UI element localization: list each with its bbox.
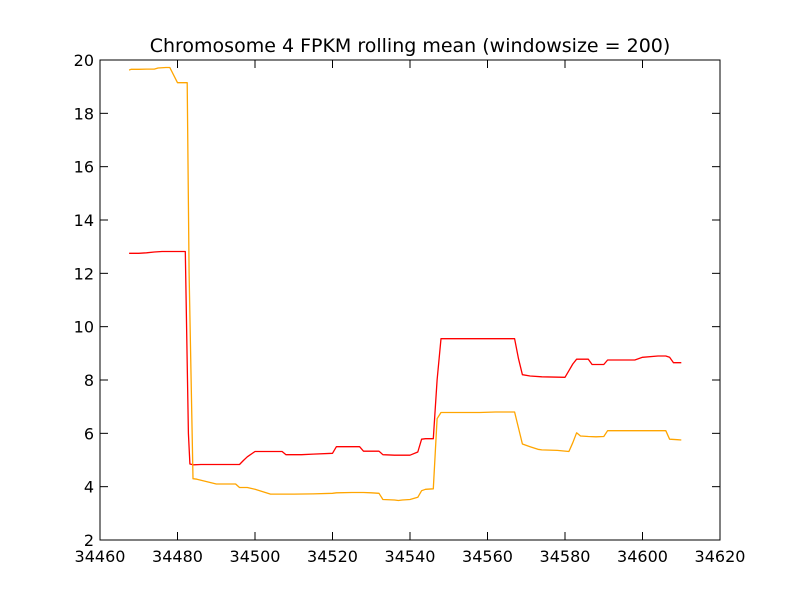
x-tick-label: 34480 bbox=[152, 547, 203, 566]
plot-area-frame bbox=[99, 59, 721, 541]
x-tick-label: 34600 bbox=[617, 547, 668, 566]
y-tick-label: 14 bbox=[74, 211, 94, 230]
x-tick-label: 34560 bbox=[462, 547, 513, 566]
y-tick-label: 10 bbox=[74, 318, 94, 337]
x-tick-label: 34520 bbox=[307, 547, 358, 566]
x-tick-label: 34500 bbox=[230, 547, 281, 566]
x-tick-label: 34620 bbox=[695, 547, 746, 566]
series-layer bbox=[128, 66, 682, 502]
y-tick-label: 2 bbox=[84, 531, 94, 550]
y-tick-label: 20 bbox=[74, 51, 94, 70]
y-tick-label: 8 bbox=[84, 371, 94, 390]
chart-title: Chromosome 4 FPKM rolling mean (windowsi… bbox=[150, 35, 671, 57]
x-tick-label: 34580 bbox=[540, 547, 591, 566]
y-tick-label: 4 bbox=[84, 478, 94, 497]
series-line-2 bbox=[128, 66, 682, 502]
y-tick-label: 12 bbox=[74, 264, 94, 283]
x-tick-label: 34460 bbox=[75, 547, 126, 566]
y-tick-label: 6 bbox=[84, 424, 94, 443]
series-line-1 bbox=[129, 250, 682, 466]
y-tick-label: 16 bbox=[74, 158, 94, 177]
y-axis: 2 4 6 8 10 12 14 16 18 20 bbox=[74, 51, 720, 550]
x-axis: 34460 34480 34500 34520 34540 34560 34580 34600… bbox=[75, 60, 746, 566]
y-tick-label: 18 bbox=[74, 104, 94, 123]
x-tick-label: 34540 bbox=[385, 547, 436, 566]
